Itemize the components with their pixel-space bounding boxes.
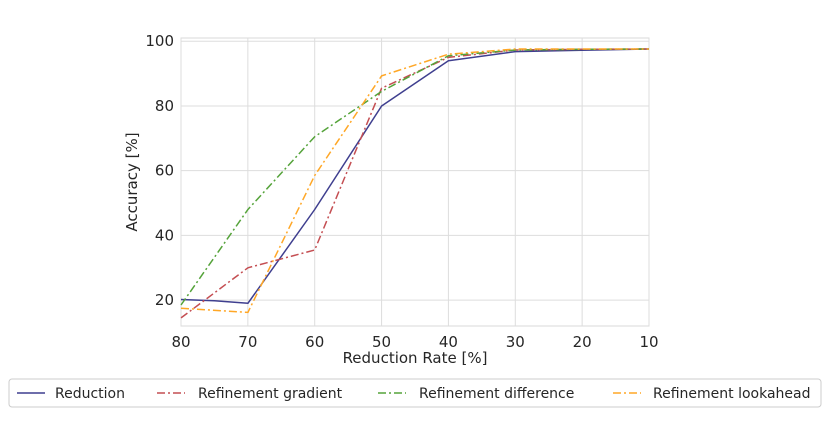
y-tick-label: 80 xyxy=(155,97,174,115)
y-tick-label: 60 xyxy=(155,162,174,180)
series-line-reduction xyxy=(180,48,650,305)
x-tick-label: 20 xyxy=(573,333,592,351)
x-tick-label: 40 xyxy=(439,333,458,351)
x-tick-label: 70 xyxy=(238,333,257,351)
y-axis-label: Accuracy [%] xyxy=(123,132,141,231)
legend-label-reduction: Reduction xyxy=(55,386,125,402)
plot-area xyxy=(180,37,650,327)
legend-label-refinement-gradient: Refinement gradient xyxy=(198,386,343,402)
x-tick-label: 50 xyxy=(372,333,391,351)
legend-box xyxy=(8,378,822,408)
y-tick-label: 20 xyxy=(155,291,174,309)
x-axis-ticks: 80 70 60 50 40 30 20 10 xyxy=(171,333,658,351)
y-tick-label: 100 xyxy=(145,32,174,50)
series-line-refinement-lookahead xyxy=(180,48,649,314)
series-line-refinement-difference xyxy=(180,48,650,306)
x-axis-label: Reduction Rate [%] xyxy=(343,349,488,367)
x-tick-label: 60 xyxy=(305,333,324,351)
legend: Reduction Refinement gradient Refinement d… xyxy=(8,378,822,408)
x-tick-label: 10 xyxy=(639,333,658,351)
y-axis-ticks: 20 40 60 80 100 xyxy=(145,32,174,309)
legend-label-refinement-difference: Refinement difference xyxy=(419,386,574,402)
x-tick-label: 80 xyxy=(171,333,190,351)
series-lines xyxy=(180,48,650,319)
gridlines xyxy=(180,38,650,326)
x-tick-label: 30 xyxy=(506,333,525,351)
legend-label-refinement-lookahead: Refinement lookahead xyxy=(653,386,811,402)
y-tick-label: 40 xyxy=(155,226,174,244)
